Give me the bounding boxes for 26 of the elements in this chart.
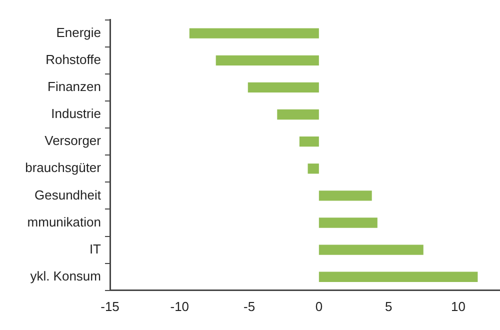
bar: [299, 136, 319, 147]
x-tick-label: -10: [170, 298, 190, 314]
bar: [318, 218, 378, 228]
x-tick-label: 10: [450, 298, 466, 314]
y-tick-label: Versorger: [44, 133, 102, 148]
y-tick-label: brauchsgüter: [25, 160, 102, 176]
y-tick-label: Gesundheit: [34, 187, 102, 202]
y-tick-label: Industrie: [51, 106, 101, 122]
x-tick-label: -15: [100, 298, 120, 314]
bar: [277, 109, 319, 120]
bar: [308, 164, 319, 174]
bar: [318, 190, 372, 201]
bar: [189, 28, 319, 38]
y-tick-label: ykl. Konsum: [30, 268, 101, 284]
y-tick-label: Finanzen: [48, 79, 101, 94]
x-tick-label: 0: [315, 298, 323, 314]
bar: [216, 55, 319, 66]
y-tick-label: IT: [89, 241, 102, 256]
y-tick-label: Rohstoffe: [46, 52, 101, 67]
bar: [248, 82, 319, 93]
x-tick-label: 5: [384, 298, 392, 314]
y-tick-label: mmunikation: [27, 214, 101, 230]
x-tick-label: -5: [244, 298, 256, 314]
bar: [318, 272, 478, 282]
bar: [318, 244, 424, 255]
y-tick-label: Energie: [56, 24, 101, 40]
